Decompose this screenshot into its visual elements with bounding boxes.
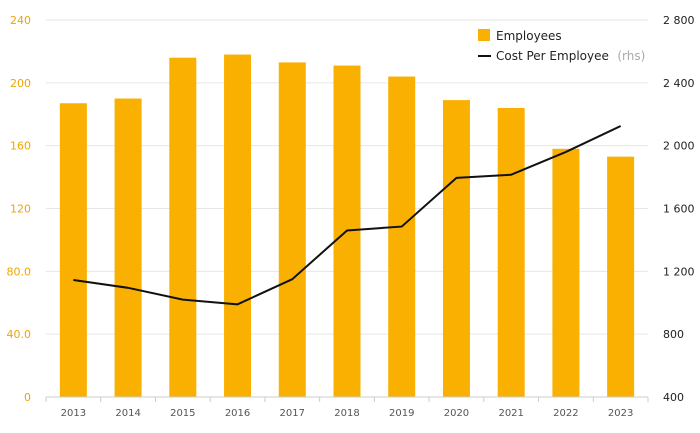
- right-tick-label: 2 400: [663, 77, 695, 90]
- x-tick-label: 2013: [61, 408, 86, 419]
- x-tick-label: 2023: [608, 408, 633, 419]
- bar-2016: [224, 54, 252, 397]
- legend-label-cost: Cost Per Employee (rhs): [496, 47, 645, 64]
- right-tick-label: 2 800: [663, 14, 695, 27]
- x-tick-label: 2020: [444, 408, 469, 419]
- right-tick-label: 400: [663, 391, 684, 404]
- bar-2020: [442, 100, 470, 398]
- legend-label-cost-suffix: (rhs): [617, 49, 645, 63]
- x-tick-label: 2022: [553, 408, 578, 419]
- left-tick-label: 200: [10, 77, 31, 90]
- right-tick-label: 800: [663, 328, 684, 341]
- x-tick-label: 2016: [225, 408, 250, 419]
- x-tick-label: 2014: [115, 408, 140, 419]
- bar-2019: [388, 76, 416, 398]
- bar-2013: [59, 103, 87, 398]
- cost-line: [73, 125, 622, 306]
- legend: Employees Cost Per Employee (rhs): [478, 29, 645, 64]
- left-tick-label: 0: [24, 391, 31, 404]
- x-tick-label: 2017: [280, 408, 305, 419]
- right-tick-label: 1 600: [663, 203, 695, 216]
- right-axis-ticks: 400 800 1 200 1 600 2 000 2 400 2 800: [663, 14, 695, 404]
- right-tick-label: 1 200: [663, 265, 695, 278]
- bar-2017: [278, 62, 306, 397]
- left-tick-label: 240: [10, 14, 31, 27]
- bar-2015: [169, 57, 197, 397]
- legend-swatch-employees: [478, 29, 490, 41]
- bar-2022: [552, 148, 580, 397]
- x-tick-label: 2021: [498, 408, 523, 419]
- x-tick-label: 2015: [170, 408, 195, 419]
- left-axis-ticks: 0 40.0 80.0 120 160 200 240: [7, 14, 32, 404]
- left-tick-label: 160: [10, 140, 31, 153]
- left-tick-label: 40.0: [7, 328, 32, 341]
- right-tick-label: 2 000: [663, 140, 695, 153]
- x-tick-label: 2019: [389, 408, 414, 419]
- legend-label-cost-name: Cost Per Employee: [496, 49, 609, 63]
- axes: [45, 396, 649, 402]
- left-tick-label: 80.0: [7, 265, 32, 278]
- bar-2023: [607, 156, 635, 397]
- employee-bars: [59, 54, 635, 398]
- bar-2021: [497, 107, 525, 397]
- bar-2014: [114, 98, 142, 398]
- left-tick-label: 120: [10, 203, 31, 216]
- x-axis-ticks: 2013 2014 2015 2016 2017 2018 2019 2020 2021 2022…: [61, 408, 634, 419]
- legend-label-employees: Employees: [496, 29, 562, 43]
- x-tick-label: 2018: [334, 408, 359, 419]
